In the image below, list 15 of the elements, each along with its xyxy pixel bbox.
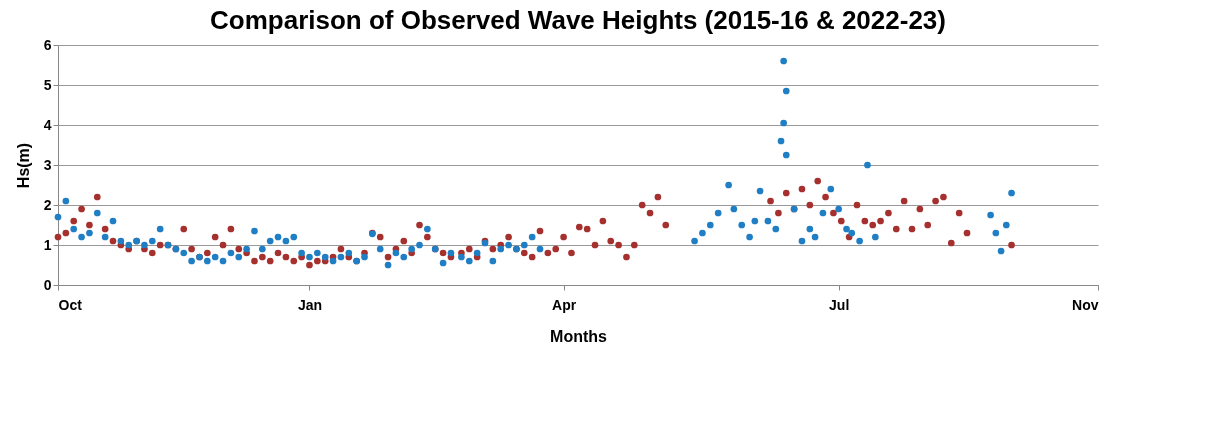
x-tick-label: Oct xyxy=(58,296,83,313)
y-tick-label: 3 xyxy=(43,156,52,173)
y-tick-label: 6 xyxy=(43,36,52,53)
chart-title: Comparison of Observed Wave Heights (2015-16 & 2022-23) xyxy=(210,5,946,35)
x-axis-title: Months xyxy=(550,327,608,345)
x-tick-label: Nov xyxy=(1072,296,1099,313)
x-tick-label: Jan xyxy=(297,296,323,313)
x-tick-label: Apr xyxy=(552,296,577,313)
y-tick-label: 4 xyxy=(43,116,52,133)
y-tick-label: 2 xyxy=(43,196,52,213)
y-tick-label: 1 xyxy=(43,236,52,253)
y-axis-title: Hs(m) xyxy=(14,142,32,189)
y-tick-label: 0 xyxy=(43,276,52,293)
y-tick-label: 5 xyxy=(43,76,52,93)
x-tick-label: Jul xyxy=(829,296,850,313)
